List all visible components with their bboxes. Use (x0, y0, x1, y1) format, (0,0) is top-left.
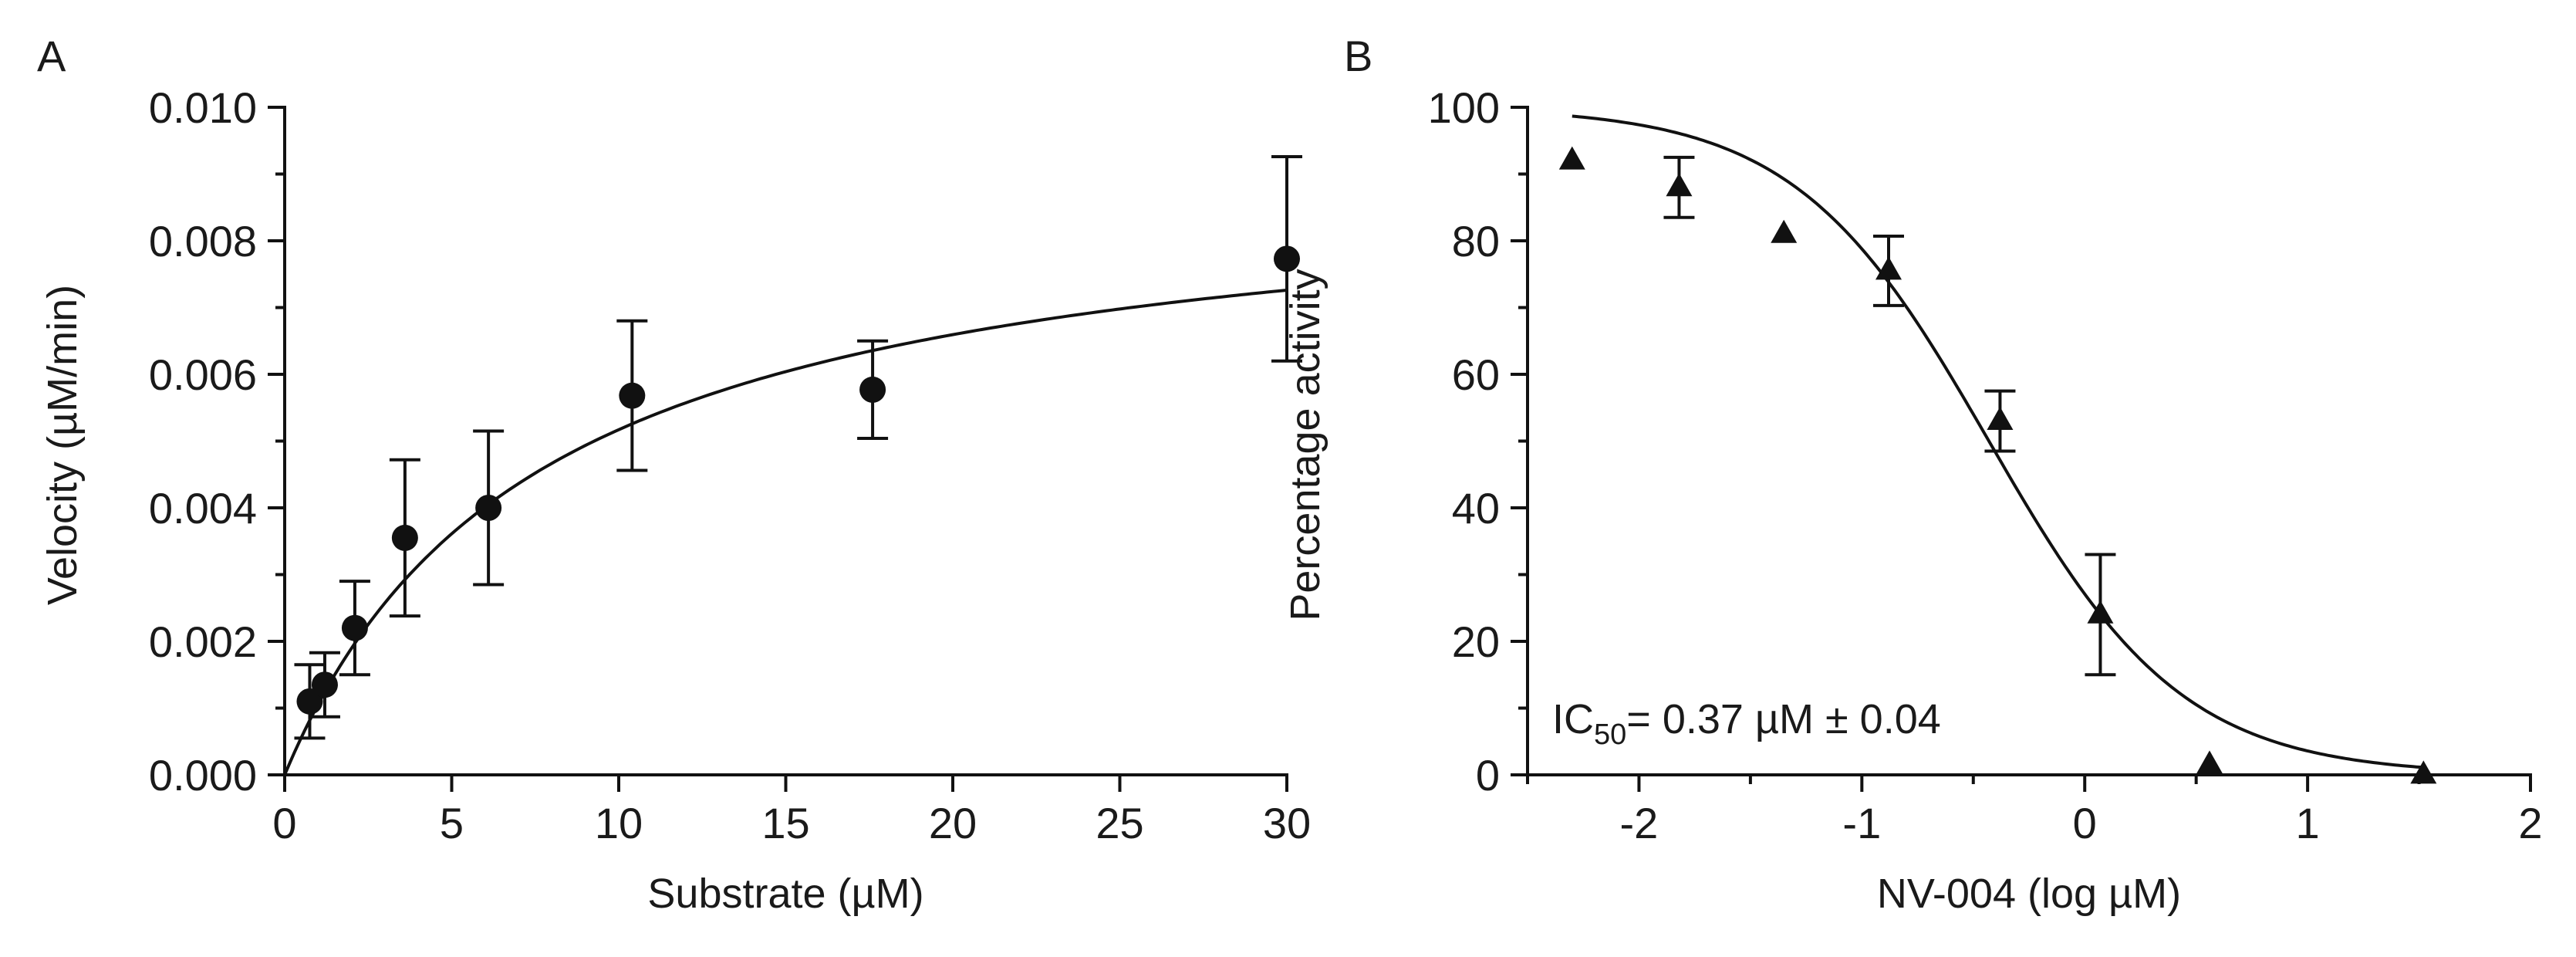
panel-b-y-label: Percentage activity (1282, 269, 1329, 621)
panel-a-data-points (294, 155, 1302, 740)
panel-a-x-label: Substrate (µM) (647, 871, 923, 917)
x-tick-label: 2 (2518, 799, 2542, 847)
y-tick-label: 80 (1452, 217, 1500, 265)
data-point (391, 524, 418, 551)
data-point (1558, 146, 1585, 170)
x-tick-label: -1 (1842, 799, 1881, 847)
data-point (296, 688, 323, 715)
panel-a-fit-curve (283, 289, 1288, 776)
x-tick-label: 30 (1263, 799, 1311, 847)
data-point (1666, 173, 1693, 197)
y-tick-label: 60 (1452, 350, 1500, 399)
y-tick-label: 0.006 (149, 350, 257, 399)
ic50-value: = 0.37 µM ± 0.04 (1626, 696, 1940, 742)
x-tick-label: 1 (2296, 799, 2320, 847)
data-point (1274, 245, 1300, 272)
data-point (475, 495, 502, 521)
data-point (1987, 406, 2014, 430)
data-point (859, 376, 886, 403)
x-tick-label: -2 (1620, 799, 1659, 847)
x-tick-label: 0 (272, 799, 296, 847)
panel-a-y-label: Velocity (µM/min) (39, 285, 86, 605)
y-tick-label: 0.010 (149, 83, 257, 132)
x-tick-label: 5 (440, 799, 464, 847)
data-point (2087, 600, 2114, 624)
data-point (1771, 219, 1798, 243)
x-tick-label: 10 (595, 799, 643, 847)
y-tick-label: 0.002 (149, 617, 257, 666)
y-tick-label: 0.000 (149, 751, 257, 800)
panel-b-x-label: NV-004 (log µM) (1877, 871, 2181, 917)
data-point (1875, 256, 1902, 280)
data-point (341, 614, 368, 641)
panel-b-x-ticks: -2 -1 0 1 2 (1526, 775, 2543, 847)
y-tick-label: 40 (1452, 484, 1500, 533)
y-tick-label: 0.004 (149, 484, 257, 533)
data-point (619, 382, 646, 409)
data-point (2196, 750, 2223, 774)
data-point (2410, 760, 2437, 784)
y-tick-label: 0.008 (149, 217, 257, 265)
panel-a-x-ticks: 0 5 10 15 20 25 30 (272, 775, 1311, 847)
x-tick-label: 20 (929, 799, 977, 847)
x-tick-label: 25 (1096, 799, 1143, 847)
panel-b-y-ticks: 0 20 40 60 80 100 (1428, 83, 1528, 800)
ic50-prefix: IC (1552, 696, 1594, 742)
data-point (311, 671, 338, 698)
ic50-annotation: IC50= 0.37 µM ± 0.04 (1552, 696, 1941, 751)
y-tick-label: 20 (1452, 617, 1500, 666)
x-tick-label: 0 (2073, 799, 2097, 847)
panel-b-letter: B (1344, 32, 1372, 80)
panel-a-letter: A (37, 32, 66, 80)
y-tick-label: 0 (1476, 751, 1500, 800)
x-tick-label: 15 (761, 799, 809, 847)
panel-a-y-ticks: 0.000 0.002 0.004 0.006 0.008 0.010 (149, 83, 285, 800)
panel-b: B 0 20 40 60 80 100 -2 -1 0 1 2 NV-004 (log µM) P… (1282, 32, 2543, 917)
ic50-subscript: 50 (1594, 719, 1626, 751)
y-tick-label: 100 (1428, 83, 1500, 132)
panel-a: A 0.000 0.002 0.004 0.006 0.008 0.010 0 5 10 15 2… (37, 32, 1311, 917)
panel-b-data-points (1558, 146, 2437, 784)
panel-b-fit-curve (1572, 114, 2424, 769)
